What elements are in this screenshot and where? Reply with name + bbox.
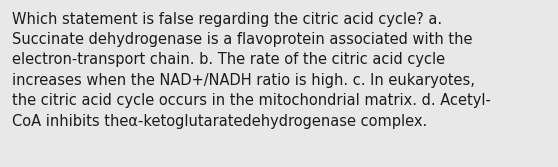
Text: Which statement is false regarding the citric acid cycle? a.
Succinate dehydroge: Which statement is false regarding the c… [12, 12, 491, 129]
